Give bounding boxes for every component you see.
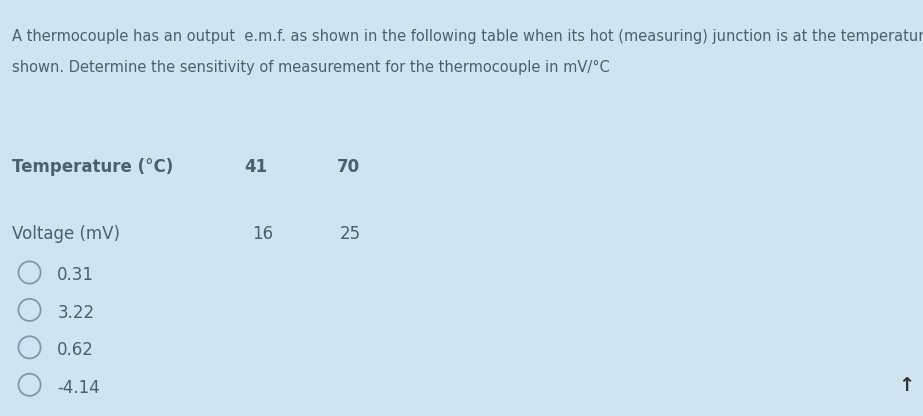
Text: 70: 70	[337, 158, 360, 176]
Text: 0.31: 0.31	[57, 266, 94, 284]
Text: -4.14: -4.14	[57, 379, 100, 396]
Text: Temperature (°C): Temperature (°C)	[12, 158, 174, 176]
Text: 16: 16	[252, 225, 273, 243]
Text: ↑: ↑	[898, 376, 915, 395]
Text: 25: 25	[340, 225, 361, 243]
Text: 3.22: 3.22	[57, 304, 94, 322]
Text: Voltage (mV): Voltage (mV)	[12, 225, 120, 243]
Text: shown. Determine the sensitivity of measurement for the thermocouple in mV/°C: shown. Determine the sensitivity of meas…	[12, 60, 610, 75]
Text: 0.62: 0.62	[57, 341, 94, 359]
Text: 41: 41	[245, 158, 268, 176]
Text: A thermocouple has an output  e.m.f. as shown in the following table when its ho: A thermocouple has an output e.m.f. as s…	[12, 29, 923, 44]
